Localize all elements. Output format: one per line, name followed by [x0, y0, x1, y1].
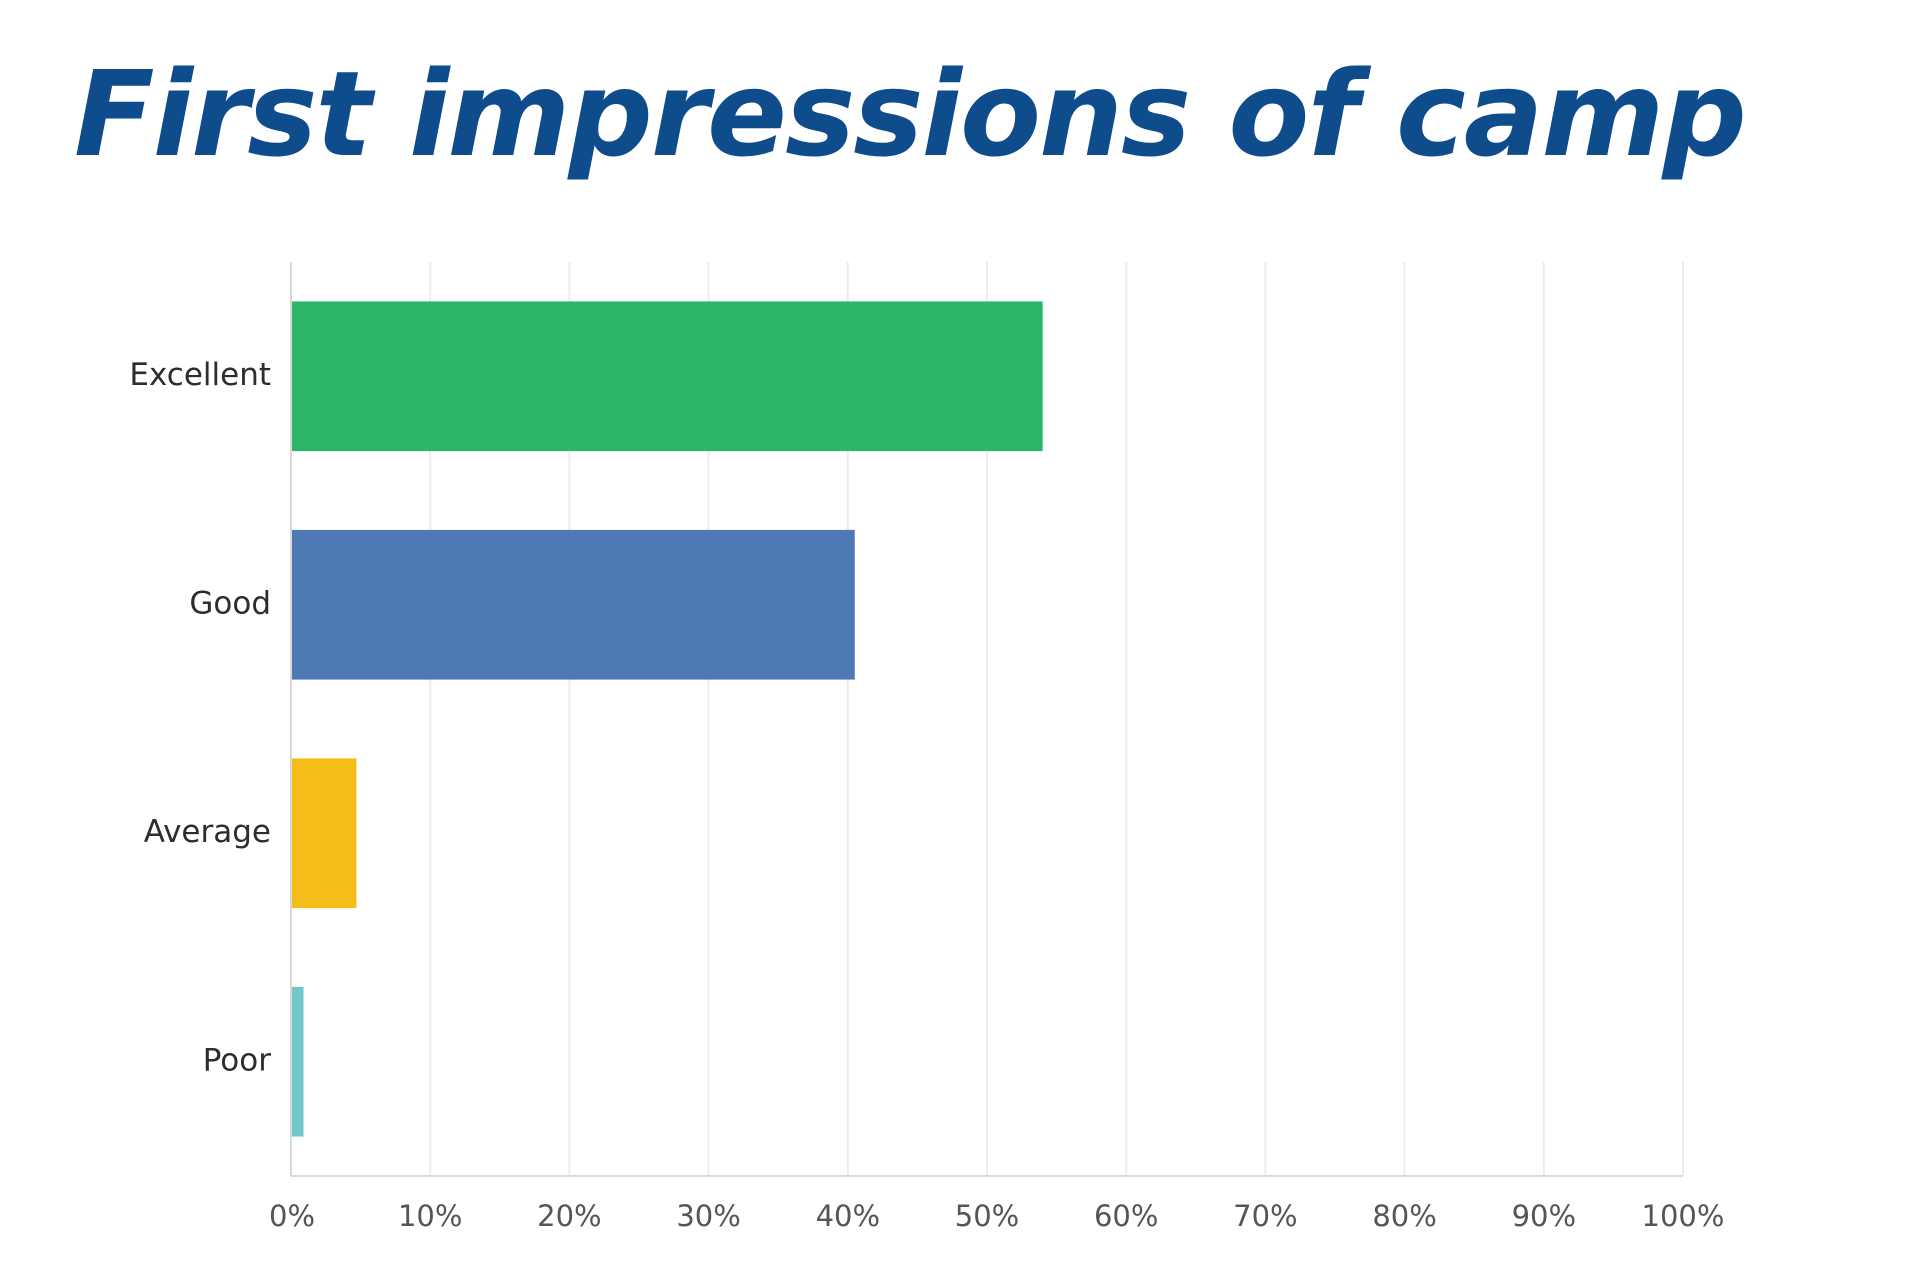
category-label-good: Good [189, 585, 271, 621]
x-tick-label: 60% [1094, 1199, 1158, 1233]
x-tick-label: 0% [269, 1199, 315, 1233]
x-tick-label: 70% [1233, 1199, 1297, 1233]
category-label-poor: Poor [203, 1042, 272, 1078]
category-labels: Excellent Good Average Poor [129, 357, 271, 1079]
bar-good [291, 529, 855, 680]
x-tick-label: 20% [537, 1199, 601, 1233]
x-tick-labels: 0% 10% 20% 30% 40% 50% 60% 70% 80% 90% 100% [269, 1199, 1724, 1233]
x-tick-label: 80% [1372, 1199, 1436, 1233]
axes [290, 262, 1683, 1177]
chart-title: First impressions of camp [74, 45, 1747, 183]
category-label-excellent: Excellent [129, 357, 271, 393]
bar-average [291, 758, 357, 909]
x-tick-label: 50% [955, 1199, 1019, 1233]
bar-excellent [291, 301, 1043, 452]
x-tick-label: 100% [1642, 1199, 1725, 1233]
x-tick-label: 10% [398, 1199, 462, 1233]
category-label-average: Average [144, 814, 271, 850]
x-tick-label: 30% [676, 1199, 740, 1233]
x-tick-label: 40% [816, 1199, 880, 1233]
bars [291, 301, 1043, 1137]
x-tick-label: 90% [1512, 1199, 1576, 1233]
bar-poor [291, 986, 304, 1137]
